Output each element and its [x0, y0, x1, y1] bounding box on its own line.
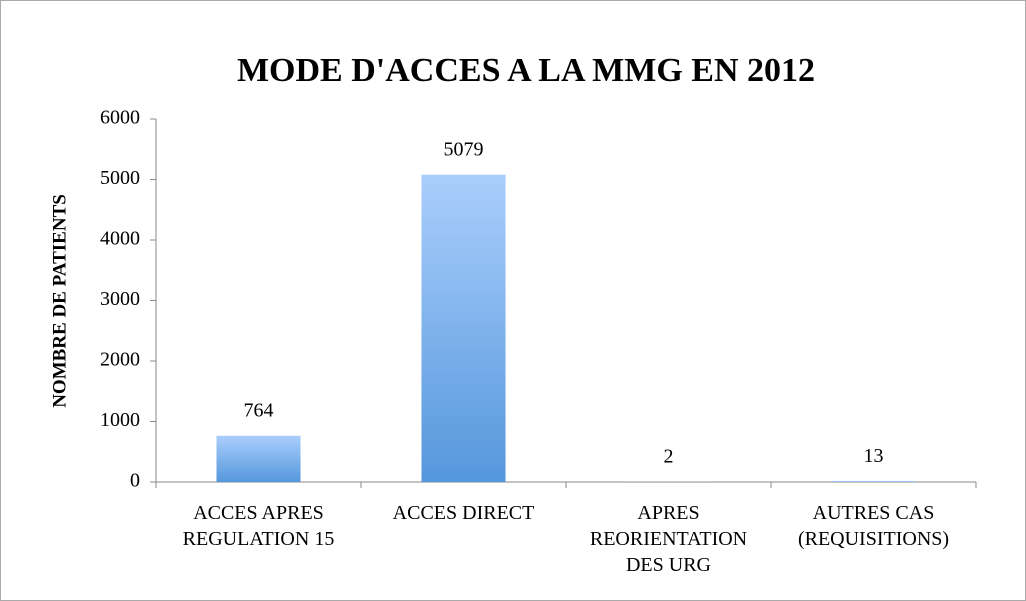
data-label: 2: [664, 445, 674, 467]
bar: [831, 481, 916, 482]
bar: [421, 174, 506, 482]
data-label: 764: [244, 399, 274, 421]
x-tick-label: ACCES APRES REGULATION 15: [182, 502, 335, 550]
y-tick-label: 3000: [100, 288, 140, 310]
y-tick-label: 0: [130, 470, 140, 492]
chart-title: MODE D'ACCES A LA MMG EN 2012: [237, 52, 815, 89]
data-label: 5079: [444, 138, 484, 160]
y-axis-label: NOMBRE DE PATIENTS: [49, 194, 70, 408]
x-tick-label: APRES REORIENTATION DES URG: [589, 502, 748, 576]
y-tick-label: 6000: [100, 107, 140, 129]
x-tick-label: ACCES DIRECT: [392, 502, 535, 524]
x-tick-label: AUTRES CAS (REQUISITIONS): [797, 502, 950, 550]
y-tick-label: 5000: [100, 167, 140, 189]
bar: [216, 435, 301, 482]
y-tick-label: 4000: [100, 228, 140, 250]
y-tick-label: 2000: [100, 349, 140, 371]
y-tick-label: 1000: [100, 409, 140, 431]
data-label: 13: [864, 445, 884, 467]
